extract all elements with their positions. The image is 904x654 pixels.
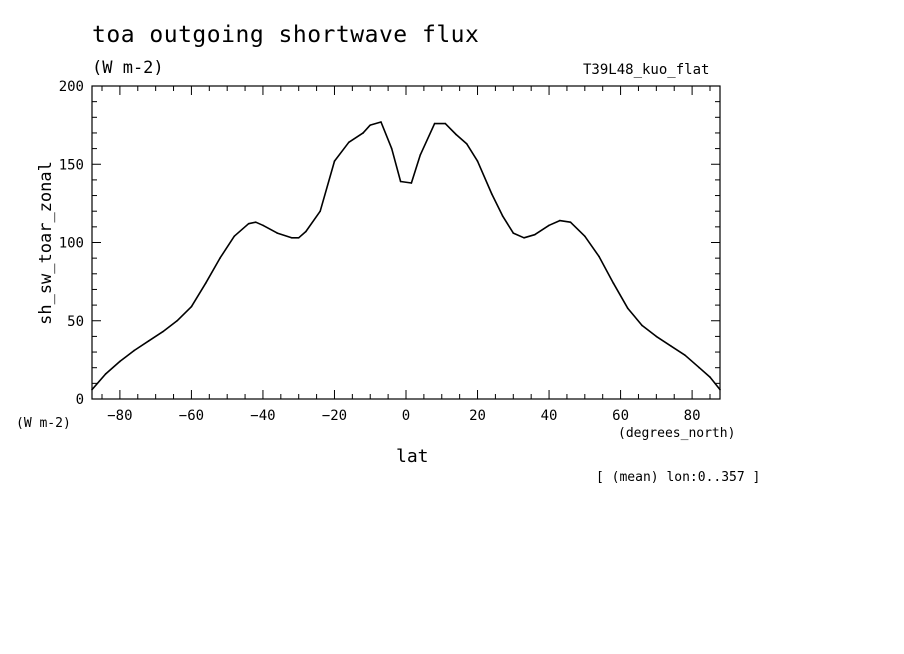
data-point <box>162 330 164 333</box>
data-point <box>569 221 572 223</box>
data-point <box>262 224 264 227</box>
data-point <box>612 282 615 284</box>
data-point <box>584 235 586 238</box>
x-tick-label: 40 <box>541 408 558 424</box>
x-tick-label: −80 <box>107 408 132 424</box>
y-axis-units: (W m-2) <box>16 416 71 431</box>
data-point <box>444 122 447 125</box>
y-tick-label: 100 <box>59 236 84 252</box>
data-point <box>626 307 629 310</box>
data-point <box>176 319 178 322</box>
data-point <box>455 133 457 136</box>
y-tick-label: 50 <box>67 314 84 330</box>
y-tick-label: 150 <box>59 157 84 173</box>
data-point <box>698 366 701 369</box>
data-point <box>523 237 525 239</box>
data-point <box>548 224 550 227</box>
axis-ticks <box>92 85 720 400</box>
x-tick-label: 0 <box>402 408 410 424</box>
data-point <box>297 237 300 239</box>
data-point <box>399 180 402 183</box>
x-tick-label: −20 <box>322 408 347 424</box>
data-point <box>465 143 468 145</box>
data-point <box>669 344 672 347</box>
x-axis-units: (degrees_north) <box>618 426 736 441</box>
data-point <box>333 160 336 162</box>
data-point <box>558 219 561 222</box>
data-point <box>104 373 107 375</box>
data-point <box>380 121 382 123</box>
data-point <box>433 122 436 125</box>
data-point <box>362 132 364 134</box>
averaging-footnote: [ (mean) lon:0..357 ] <box>596 470 761 485</box>
data-point <box>533 233 536 236</box>
x-tick-label: −60 <box>179 408 204 424</box>
data-point <box>190 305 193 308</box>
data-point <box>410 182 413 184</box>
data-point <box>709 376 711 378</box>
data-point <box>204 282 207 284</box>
data-point <box>119 360 121 363</box>
data-point <box>390 147 393 150</box>
data-point <box>290 237 293 239</box>
data-point <box>133 349 136 352</box>
x-tick-label: 20 <box>469 408 486 424</box>
plot-frame <box>91 85 721 400</box>
data-point <box>369 124 372 126</box>
series-line <box>91 121 721 391</box>
data-point <box>501 215 504 217</box>
data-point <box>598 255 600 258</box>
data-point <box>719 388 721 391</box>
data-point <box>641 324 643 327</box>
data-point <box>419 154 422 156</box>
data-point <box>276 232 279 234</box>
x-tick-label: 80 <box>684 408 701 424</box>
data-point <box>684 354 686 356</box>
data-point <box>319 210 321 212</box>
data-point <box>655 335 658 338</box>
data-point <box>254 221 257 223</box>
x-tick-label: −40 <box>250 408 275 424</box>
x-axis-label: lat <box>396 446 429 467</box>
data-point <box>233 235 236 238</box>
data-point <box>476 160 479 162</box>
data-point <box>91 388 93 391</box>
y-tick-label: 0 <box>76 392 84 408</box>
data-point <box>305 230 307 233</box>
data-point <box>219 257 221 259</box>
x-tick-label: 60 <box>612 408 629 424</box>
chart-subtitle-units: (W m-2) <box>92 58 164 78</box>
data-points <box>91 121 721 391</box>
run-label: T39L48_kuo_flat <box>583 62 710 78</box>
chart-title: toa outgoing shortwave flux <box>92 22 480 48</box>
y-tick-label: 200 <box>59 79 84 95</box>
axis-tick-labels: −80 −60 −40 −20 0 20 40 60 80 0 50 100 150 200 <box>59 79 701 424</box>
data-point <box>491 193 493 195</box>
data-point <box>347 141 350 144</box>
data-point <box>247 222 250 225</box>
data-point <box>147 340 150 342</box>
data-point <box>512 232 515 234</box>
